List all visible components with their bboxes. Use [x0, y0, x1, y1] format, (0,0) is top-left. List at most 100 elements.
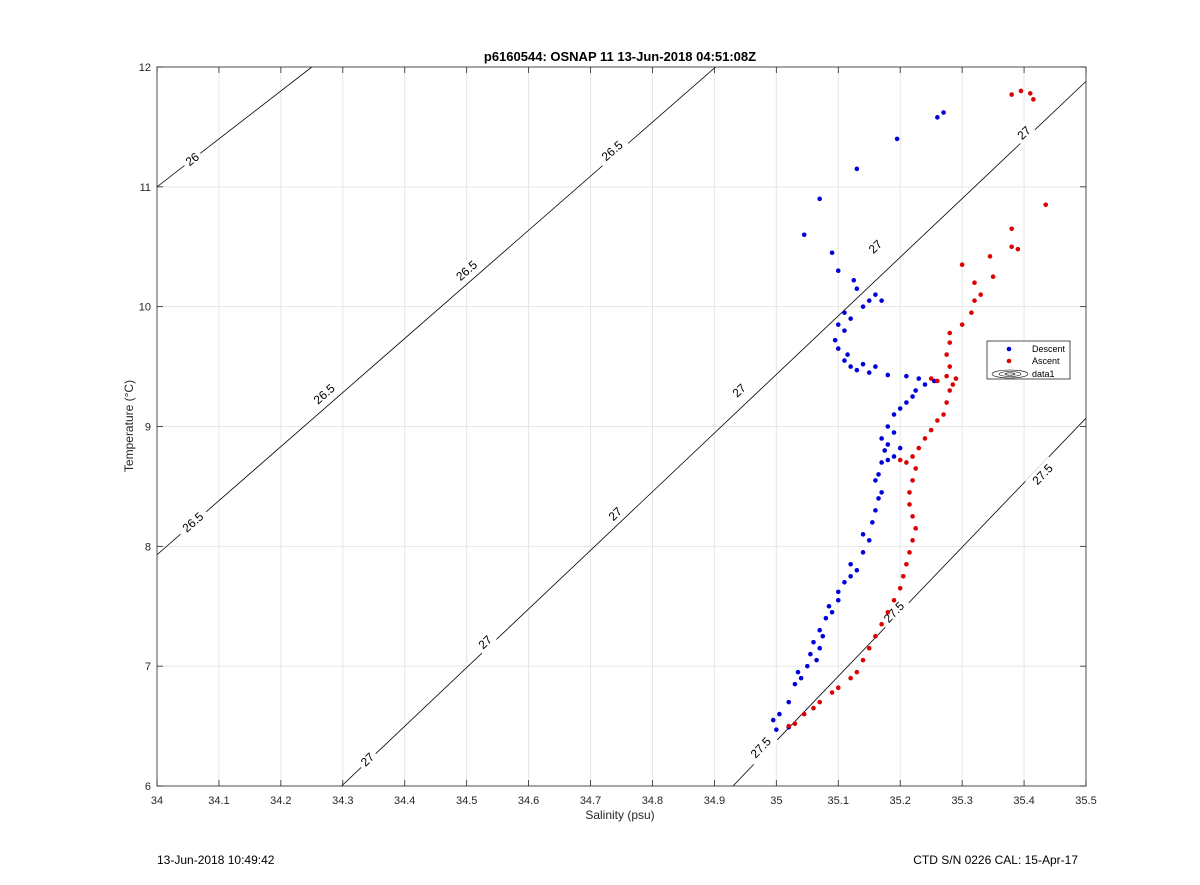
descent-point	[808, 651, 813, 657]
x-tick-label: 35.5	[1075, 795, 1096, 807]
descent-point	[795, 669, 801, 675]
descent-point	[826, 603, 832, 609]
contour-label-gap	[876, 594, 912, 631]
density-contours	[157, 67, 1086, 786]
ascent-point	[866, 645, 872, 651]
ascent-point	[900, 573, 906, 579]
descent-point	[866, 298, 872, 303]
descent-point	[873, 364, 878, 369]
ascent-point	[947, 340, 953, 345]
ascent-point	[972, 280, 977, 286]
descent-point	[910, 394, 915, 399]
contour-label-gap	[354, 746, 381, 773]
ascent-point	[990, 274, 996, 280]
descent-point	[823, 615, 829, 621]
ascent-point	[944, 373, 949, 379]
legend: Descent Ascent data1	[986, 340, 1071, 380]
x-tick-label: 34.4	[394, 795, 415, 807]
ascent-point	[1015, 246, 1021, 252]
ascent-point	[910, 514, 915, 519]
ascent-point	[835, 685, 841, 691]
x-tick-label: 34.8	[642, 795, 663, 807]
descent-point	[885, 372, 891, 378]
descent-point	[860, 361, 866, 367]
x-tick-label: 34	[151, 795, 163, 807]
descent-point	[866, 538, 872, 543]
descent-point	[879, 490, 884, 495]
descent-point	[835, 346, 841, 351]
contour-label-gap	[1011, 120, 1037, 146]
ascent-point	[801, 711, 807, 717]
ascent-point	[969, 310, 974, 315]
descent-point	[879, 460, 884, 465]
descent-point	[941, 110, 946, 115]
descent-point	[876, 472, 881, 477]
x-tick-label: 34.9	[704, 795, 725, 807]
contour-label-gap	[306, 376, 343, 412]
grid	[156, 66, 1087, 787]
descent-point	[854, 286, 860, 291]
descent-point	[845, 352, 850, 357]
ascent-point	[1031, 97, 1036, 102]
descent-point	[870, 520, 875, 525]
ascent-point	[792, 721, 798, 726]
x-tick-label: 34.6	[518, 795, 539, 807]
legend-box	[986, 340, 1071, 380]
y-tick-label: 11	[140, 182, 151, 194]
x-tick-label: 34.1	[208, 795, 229, 807]
descent-point	[882, 448, 888, 453]
ascent-point	[907, 502, 912, 507]
descent-point	[891, 412, 897, 417]
ascent-point	[848, 675, 853, 681]
descent-point	[817, 196, 822, 202]
descent-point	[848, 573, 853, 579]
legend-marker-data1-contour-icon	[991, 369, 1029, 379]
descent-point	[891, 454, 897, 459]
descent-point	[848, 316, 853, 321]
ascent-point	[910, 478, 915, 483]
descent-point	[854, 367, 860, 373]
ascent-point	[959, 262, 965, 268]
ascent-point	[829, 690, 835, 695]
descent-point	[829, 609, 835, 615]
contour-label-gap	[472, 629, 499, 655]
descent-point	[814, 657, 819, 663]
descent-point	[885, 457, 891, 463]
ascent-point	[928, 376, 934, 381]
contour-label-gap	[179, 146, 206, 172]
ascent-point	[972, 298, 977, 303]
ascent-point	[885, 609, 891, 615]
ascent-point	[947, 364, 953, 369]
descent-point	[854, 166, 860, 172]
descent-point	[885, 424, 891, 429]
ascent-point	[935, 378, 940, 384]
descent-point	[860, 532, 866, 537]
descent-point	[792, 681, 798, 687]
descent-point	[842, 328, 847, 333]
x-tick-label: 35	[770, 795, 782, 807]
descent-point	[842, 310, 847, 315]
ascent-point	[817, 699, 822, 705]
ascent-point	[913, 526, 918, 531]
descent-point	[851, 278, 857, 283]
descent-point	[860, 550, 866, 555]
descent-point	[897, 406, 903, 411]
ascent-point	[891, 597, 897, 603]
ascent-point	[944, 400, 949, 405]
ascent-point	[928, 427, 934, 433]
descent-point	[829, 250, 835, 256]
x-tick-label: 35.1	[828, 795, 849, 807]
ascent-point	[1043, 202, 1049, 208]
legend-label-descent: Descent	[1032, 344, 1066, 354]
ascent-point	[944, 352, 949, 357]
descent-point	[922, 382, 928, 387]
legend-label-ascent: Ascent	[1032, 356, 1060, 366]
ascent-point	[913, 466, 918, 471]
ascent-point	[1018, 88, 1024, 94]
ascent-point	[904, 460, 909, 465]
ascent-point	[879, 621, 884, 627]
descent-point	[805, 663, 810, 669]
ascent-point	[854, 669, 860, 675]
descent-point	[848, 364, 853, 369]
contour-label-gap	[448, 253, 485, 288]
